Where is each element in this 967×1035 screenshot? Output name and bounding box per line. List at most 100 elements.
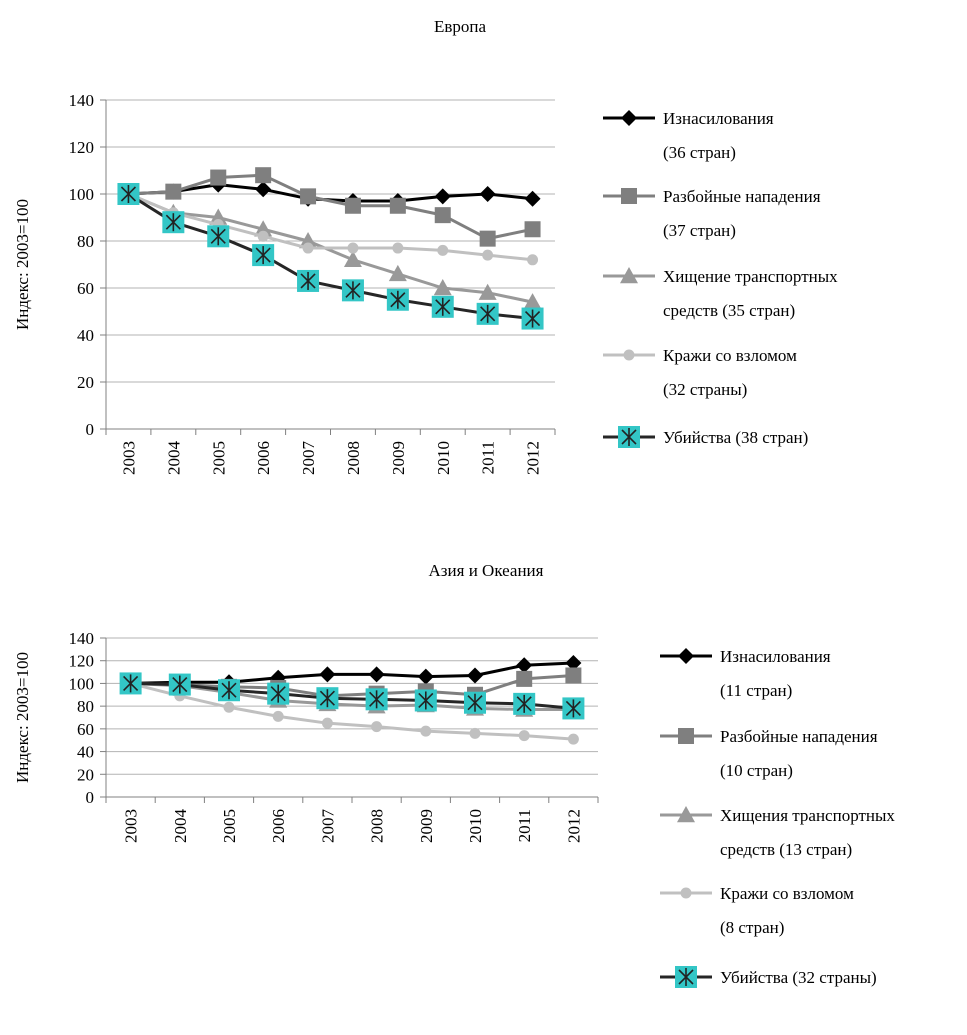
data-point: [432, 296, 454, 318]
data-point: [218, 679, 240, 701]
data-point: [273, 711, 284, 722]
data-point: [516, 657, 532, 673]
data-point: [210, 170, 226, 186]
legend-entry: Изнасилования(11 стран): [660, 647, 831, 700]
data-point: [513, 693, 535, 715]
data-point: [162, 211, 184, 233]
data-point: [387, 289, 409, 311]
y-tick-label: 20: [77, 373, 94, 392]
data-point: [300, 188, 316, 204]
y-axis-label: Индекс: 2003=100: [13, 652, 32, 783]
x-tick-label: 2007: [318, 809, 337, 844]
data-point: [224, 702, 235, 713]
legend-entry: Убийства (32 страны): [660, 966, 877, 988]
x-tick-label: 2004: [171, 809, 190, 844]
chart-1: Европа 0 20 40 60 80 100 120 140 2003 2004 2005 2006…: [13, 17, 838, 475]
legend-entry: Хищения транспортных средств (13 стран): [660, 806, 895, 859]
y-tick-label: 60: [77, 720, 94, 739]
data-point: [562, 697, 584, 719]
y-tick-label: 120: [69, 138, 95, 157]
legend-marker: [681, 888, 692, 899]
y-axis-label: Индекс: 2003=100: [13, 199, 32, 330]
data-point: [482, 250, 493, 261]
legend-marker: [621, 188, 637, 204]
x-tick-label: 2012: [564, 809, 583, 843]
data-point: [516, 671, 532, 687]
data-point: [392, 243, 403, 254]
x-tick-label: 2008: [368, 809, 387, 843]
series-2: [120, 167, 540, 246]
legend-label: (37 стран): [663, 221, 736, 240]
legend-marker: [621, 110, 637, 126]
x-tick-label: 2005: [209, 441, 228, 475]
y-tick-label: 0: [86, 788, 95, 807]
data-point: [437, 245, 448, 256]
chart-2: Азия и Океания 0 20 40 60 80 100 120 140 2003 2004…: [13, 561, 895, 988]
data-point: [420, 726, 431, 737]
legend-marker: [678, 728, 694, 744]
data-point: [467, 667, 483, 683]
x-tick-label: 2005: [220, 809, 239, 843]
y-tick-label: 100: [69, 674, 95, 693]
legend-marker: [678, 648, 694, 664]
data-point: [165, 184, 181, 200]
series-1: [120, 177, 540, 209]
data-point: [255, 181, 271, 197]
series-line: [131, 663, 574, 683]
data-point: [319, 666, 335, 682]
x-tick-label: 2003: [122, 809, 141, 843]
data-point: [258, 231, 269, 242]
x-tick-label: 2009: [389, 441, 408, 475]
legend-entry: Разбойные нападения (10 стран): [660, 727, 878, 780]
legend-entry: Убийства (38 стран): [603, 426, 808, 448]
data-point: [316, 687, 338, 709]
legend-label: Убийства (38 стран): [663, 428, 808, 447]
series-line: [128, 194, 532, 319]
data-point: [435, 188, 451, 204]
x-tick-label: 2011: [479, 441, 498, 474]
x-tick-label: 2004: [164, 441, 183, 476]
data-point: [415, 689, 437, 711]
data-point: [565, 667, 581, 683]
x-tick-label: 2010: [466, 809, 485, 843]
legend-label: Разбойные нападения: [720, 727, 878, 746]
data-point: [464, 692, 486, 714]
data-point: [303, 243, 314, 254]
data-point: [525, 191, 541, 207]
data-point: [519, 730, 530, 741]
data-point: [470, 728, 481, 739]
data-point: [347, 243, 358, 254]
legend-label: Убийства (32 страны): [720, 968, 877, 987]
x-tick-label: 2003: [119, 441, 138, 475]
y-tick-label: 140: [69, 629, 95, 648]
legend-label: (10 стран): [720, 761, 793, 780]
data-point: [252, 244, 274, 266]
y-tick-label: 40: [77, 326, 94, 345]
x-tick-label: 2012: [524, 441, 543, 475]
data-point: [480, 186, 496, 202]
legend-label: средств (13 стран): [720, 840, 852, 859]
data-point: [169, 674, 191, 696]
data-point: [568, 734, 579, 745]
legend-entry: Разбойные нападения (37 стран): [603, 187, 821, 240]
x-tick-label: 2008: [344, 441, 363, 475]
data-point: [527, 254, 538, 265]
legend-entry: Кражи со взломом(8 стран): [660, 884, 854, 937]
data-point: [522, 308, 544, 330]
chart-title: Азия и Океания: [429, 561, 544, 580]
legend-label: Изнасилования: [663, 109, 774, 128]
x-tick-label: 2009: [417, 809, 436, 843]
series-line: [128, 175, 532, 238]
y-tick-label: 80: [77, 232, 94, 251]
y-tick-label: 40: [77, 743, 94, 762]
x-tick-label: 2006: [254, 441, 273, 475]
x-tick-label: 2011: [515, 809, 534, 842]
y-tick-label: 120: [69, 652, 95, 671]
y-tick-label: 60: [77, 279, 94, 298]
y-tick-label: 100: [69, 185, 95, 204]
series-5: [117, 183, 543, 330]
data-point: [525, 221, 541, 237]
data-point: [120, 672, 142, 694]
data-point: [342, 279, 364, 301]
